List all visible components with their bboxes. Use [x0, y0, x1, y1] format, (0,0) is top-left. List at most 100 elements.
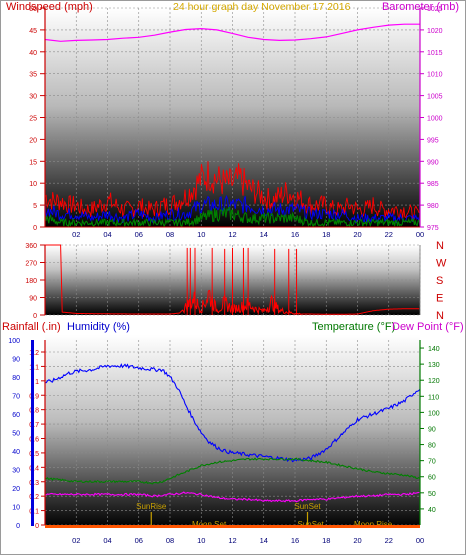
rain-tick-label: 0.9 [29, 393, 39, 400]
rain-tick-label: 0.1 [29, 509, 39, 516]
wind-x-tick-label: 02 [72, 230, 80, 239]
direction-left-tick-label: 0 [33, 313, 37, 320]
temp-tick-label: 90 [428, 426, 436, 433]
compass-label: N [436, 310, 444, 322]
direction-left-tick-label: 360 [25, 243, 37, 250]
temperature-x-tick-label: 08 [166, 536, 174, 545]
wind-x-tick-label: 06 [135, 230, 143, 239]
temp-tick-label: 60 [428, 475, 436, 482]
rain-tick-label: 0.4 [29, 465, 39, 472]
temperature-x-tick-label: 14 [260, 536, 268, 545]
temp-tick-label: 120 [428, 378, 440, 385]
compass-label: S [436, 275, 443, 287]
temperature-x-tick-label: 02 [72, 536, 80, 545]
wind-left-tick-label: 45 [29, 28, 37, 35]
event-label: Moon Rise [354, 520, 393, 529]
barometer-right-tick-label: 980 [427, 203, 439, 210]
temperature-x-tick-label: 16 [291, 536, 299, 545]
series-gust [44, 161, 420, 222]
humidity-tick-label: 100 [8, 338, 20, 345]
temperature-axis-label: Temperature (°F) [312, 321, 395, 333]
direction-left-tick-label: 270 [25, 261, 37, 268]
compass-label: W [436, 258, 447, 270]
compass-label: N [436, 240, 444, 252]
rain-tick-label: 0.6 [29, 437, 39, 444]
series-lull [44, 206, 421, 228]
temp-tick-label: 40 [428, 507, 436, 514]
humidity-tick-label: 80 [12, 375, 20, 382]
wind-left-tick-label: 0 [33, 225, 37, 232]
direction-series [45, 244, 420, 316]
barometer-right-tick-label: 1015 [427, 50, 443, 57]
wind-left-tick-label: 30 [29, 94, 37, 101]
right-axis-label-barometer: Barometer (mb) [382, 1, 459, 13]
wind-axes: 0510152025303540455097598098599099510001… [29, 6, 442, 239]
humidity-tick-label: 60 [12, 412, 20, 419]
temperature-x-tick-label: 00 [416, 536, 424, 545]
compass-label: E [436, 293, 443, 305]
temperature-x-tick-label: 12 [228, 536, 236, 545]
barometer-right-tick-label: 1020 [427, 28, 443, 35]
direction-left-tick-label: 90 [29, 296, 37, 303]
temperature-x-tick-label: 22 [385, 536, 393, 545]
event-label: Moon Set [192, 520, 227, 529]
barometer-right-tick-label: 1005 [427, 94, 443, 101]
temperature-plot-area [45, 335, 420, 527]
barometer-right-tick-label: 975 [427, 225, 439, 232]
temp-tick-label: 110 [428, 394, 439, 401]
humidity-tick-label: 30 [12, 468, 20, 475]
wind-left-tick-label: 25 [29, 116, 37, 123]
wind-left-tick-label: 20 [29, 137, 37, 144]
rain-tick-label: 0.2 [29, 494, 39, 501]
humidity-tick-label: 40 [12, 449, 20, 456]
series-average [44, 194, 420, 225]
series-humidity [44, 363, 421, 463]
series-barometer [44, 23, 420, 42]
rain-tick-label: 0.3 [29, 480, 39, 487]
event-label: SunRise [136, 502, 167, 511]
rain-tick-label: 0 [35, 523, 39, 530]
humidity-axis-label: Humidity (%) [67, 321, 130, 333]
wind-left-tick-label: 10 [29, 181, 37, 188]
direction-left-tick-label: 180 [25, 278, 37, 285]
temp-tick-label: 80 [428, 443, 436, 450]
barometer-right-tick-label: 990 [427, 159, 439, 166]
barometer-right-tick-label: 1000 [427, 116, 443, 123]
temperature-series: SunRise Moon Set SunSet SunSet Moon Rise [44, 363, 421, 529]
temperature-x-tick-label: 06 [135, 536, 143, 545]
temperature-axes: 010203040506070809010000.10.20.30.40.50.… [8, 338, 439, 545]
rain-tick-label: 0.8 [29, 408, 39, 415]
wind-left-tick-label: 15 [29, 159, 37, 166]
rainfall-axis-label: Rainfall (.in) [2, 321, 61, 333]
rain-tick-label: 0.7 [29, 422, 39, 429]
barometer-right-tick-label: 1025 [427, 6, 443, 13]
wind-x-tick-label: 04 [103, 230, 111, 239]
wind-left-tick-label: 35 [29, 72, 37, 79]
wind-x-tick-label: 20 [353, 230, 361, 239]
series-dewpoint [44, 491, 421, 503]
humidity-tick-label: 10 [12, 505, 20, 512]
rain-tick-label: 1.2 [29, 350, 39, 357]
direction-gridlines [45, 244, 421, 316]
rain-tick-label: 1.1 [29, 364, 39, 371]
wind-x-tick-label: 14 [260, 230, 268, 239]
humidity-tick-label: 50 [12, 431, 20, 438]
humidity-tick-label: 0 [16, 523, 20, 530]
temp-tick-label: 140 [428, 346, 440, 353]
rain-tick-label: 0.5 [29, 451, 39, 458]
chart-title: 24 hour graph day November 17 2016 [173, 1, 351, 13]
temp-tick-label: 100 [428, 410, 440, 417]
humidity-tick-label: 90 [12, 357, 20, 364]
temp-tick-label: 130 [428, 362, 440, 369]
rain-tick-label: 1 [35, 379, 39, 386]
barometer-right-tick-label: 985 [427, 181, 439, 188]
left-axis-label-windspeed: Windspeed (mph) [6, 1, 93, 13]
temperature-x-tick-label: 20 [353, 536, 361, 545]
wind-left-tick-label: 50 [29, 6, 37, 13]
wind-x-tick-label: 16 [291, 230, 299, 239]
dewpoint-axis-label: Dew Point (°F) [392, 321, 464, 333]
series-temperature [44, 457, 421, 485]
humidity-tick-label: 20 [12, 486, 20, 493]
